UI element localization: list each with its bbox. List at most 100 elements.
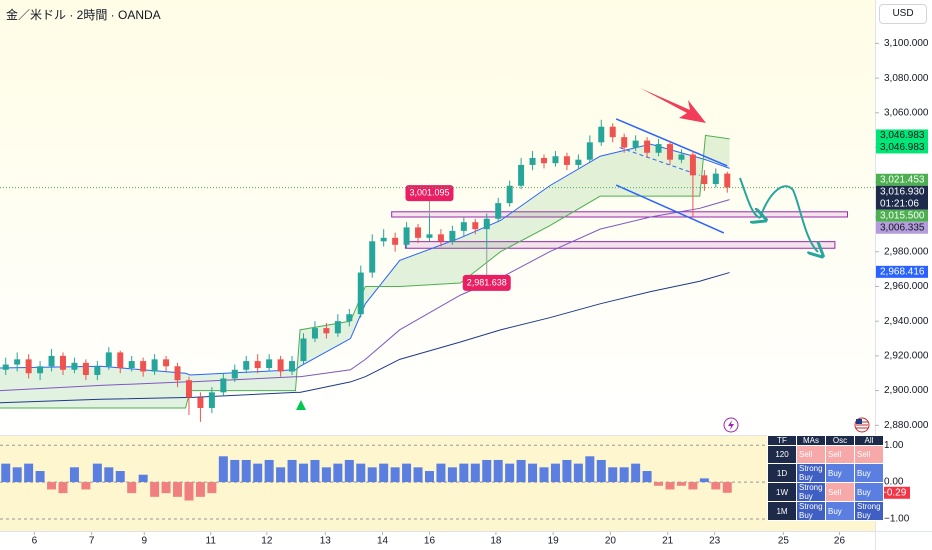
price-badge-label: 3,006.335 bbox=[880, 222, 925, 233]
signal-cell: Sell bbox=[854, 445, 884, 464]
y-tick-label: 2,920.000 bbox=[884, 351, 929, 362]
histogram-bar bbox=[299, 463, 309, 483]
candle-body bbox=[678, 154, 685, 160]
signal-cell: Sell bbox=[825, 445, 855, 464]
signal-cell: Strong Buy bbox=[854, 501, 884, 521]
countdown-label: 01:21:06 bbox=[880, 198, 919, 209]
osc-badge-label: −0.29 bbox=[881, 487, 907, 498]
annotation-box bbox=[405, 185, 454, 202]
candle-body bbox=[357, 272, 364, 315]
timeframe-cell: 1D bbox=[767, 463, 797, 483]
histogram-bar bbox=[379, 463, 389, 483]
table-row: 1M Strong Buy Buy Strong Buy bbox=[767, 501, 884, 521]
signal-table: TF MAs Osc All 120 Sell Sell Sell 1D Strong Buy Bu… bbox=[767, 435, 884, 521]
histogram-bar bbox=[711, 482, 721, 490]
zone bbox=[391, 211, 849, 218]
candle-body bbox=[14, 359, 21, 365]
histogram-bar bbox=[264, 459, 274, 483]
histogram-bar bbox=[642, 471, 652, 483]
candle-body bbox=[128, 361, 135, 369]
table-header-row: TF MAs Osc All bbox=[767, 435, 884, 446]
table-row: 1D Strong Buy Buy Buy bbox=[767, 463, 884, 483]
price-badge bbox=[876, 173, 928, 186]
price-badge bbox=[876, 209, 928, 222]
x-tick-label: 21 bbox=[662, 536, 674, 547]
currency-button[interactable]: USD bbox=[879, 4, 927, 24]
candle-body bbox=[197, 397, 204, 408]
candle-body bbox=[140, 361, 147, 372]
table-header-cell: TF bbox=[767, 435, 797, 446]
candle-body bbox=[37, 366, 44, 374]
candle-body bbox=[243, 361, 250, 370]
candle-body bbox=[506, 185, 513, 204]
histogram-bar bbox=[310, 459, 320, 483]
histogram-bar bbox=[699, 478, 709, 483]
price-badge-label: 3,015.500 bbox=[880, 210, 925, 221]
histogram-bar bbox=[47, 482, 57, 490]
candle-body bbox=[483, 218, 490, 230]
histogram-bar bbox=[367, 467, 377, 483]
histogram-bar bbox=[35, 471, 45, 483]
y-tick-label: 3,080.000 bbox=[884, 73, 929, 84]
histogram-bar bbox=[470, 463, 480, 483]
price-badge-label: 3,046.983 bbox=[880, 142, 925, 153]
table-row: 120 Sell Sell Sell bbox=[767, 445, 884, 464]
x-tick-label: 20 bbox=[605, 536, 617, 547]
histogram-bar bbox=[585, 456, 595, 483]
candle-body bbox=[460, 222, 467, 231]
candle-body bbox=[334, 321, 341, 334]
candle-body bbox=[163, 359, 170, 367]
annotation-label: 2,981.638 bbox=[467, 277, 507, 287]
cloud-fill bbox=[0, 135, 730, 408]
signal-cell: Sell bbox=[796, 445, 826, 464]
candle-body bbox=[2, 364, 9, 370]
histogram-bar bbox=[138, 474, 148, 483]
candle-body bbox=[449, 230, 456, 242]
y-tick-label: 2,940.000 bbox=[884, 316, 929, 327]
x-tick-label: 6 bbox=[32, 536, 38, 547]
candle-body bbox=[323, 328, 330, 334]
candle-body bbox=[277, 359, 284, 372]
histogram-bar bbox=[482, 459, 492, 483]
candle-body bbox=[598, 126, 605, 143]
trendline bbox=[615, 118, 728, 167]
histogram-bar bbox=[505, 463, 515, 483]
histogram-bar bbox=[230, 459, 240, 483]
candle-body bbox=[25, 359, 32, 374]
x-tick-label: 25 bbox=[778, 536, 790, 547]
x-tick-label: 19 bbox=[548, 536, 560, 547]
candle-body bbox=[644, 140, 651, 153]
x-tick-label: 9 bbox=[142, 536, 148, 547]
x-tick-label: 13 bbox=[320, 536, 332, 547]
candle-body bbox=[59, 355, 66, 370]
histogram-bar bbox=[1, 463, 11, 483]
chart-title: 金／米ドル · 2時間 · OANDA bbox=[6, 8, 161, 22]
y-tick-label: 0.00 bbox=[884, 477, 904, 488]
y-tick-label: 2,900.000 bbox=[884, 385, 929, 396]
histogram-bar bbox=[493, 459, 503, 483]
x-tick-label: 12 bbox=[261, 536, 273, 547]
histogram-bar bbox=[654, 482, 664, 486]
event-icon bbox=[728, 420, 734, 430]
candle-body bbox=[586, 142, 593, 160]
histogram-bar bbox=[447, 467, 457, 483]
table-header-cell: All bbox=[854, 435, 884, 446]
price-badge bbox=[876, 141, 928, 154]
candle-body bbox=[426, 234, 433, 238]
signal-cell: Strong Buy bbox=[796, 482, 826, 502]
candle-body bbox=[655, 144, 662, 153]
x-tick-label: 14 bbox=[377, 536, 389, 547]
zone bbox=[404, 241, 836, 249]
x-tick-label: 7 bbox=[89, 536, 95, 547]
price-badge bbox=[876, 265, 928, 278]
histogram-bar bbox=[127, 482, 137, 494]
candle-body bbox=[666, 144, 673, 160]
candle-body bbox=[472, 222, 479, 230]
timeframe-cell: 1W bbox=[767, 482, 797, 502]
flag-icon bbox=[856, 419, 862, 424]
table-header-cell: Osc bbox=[825, 435, 855, 446]
x-tick-label: 26 bbox=[834, 536, 846, 547]
histogram-bar bbox=[150, 482, 160, 497]
